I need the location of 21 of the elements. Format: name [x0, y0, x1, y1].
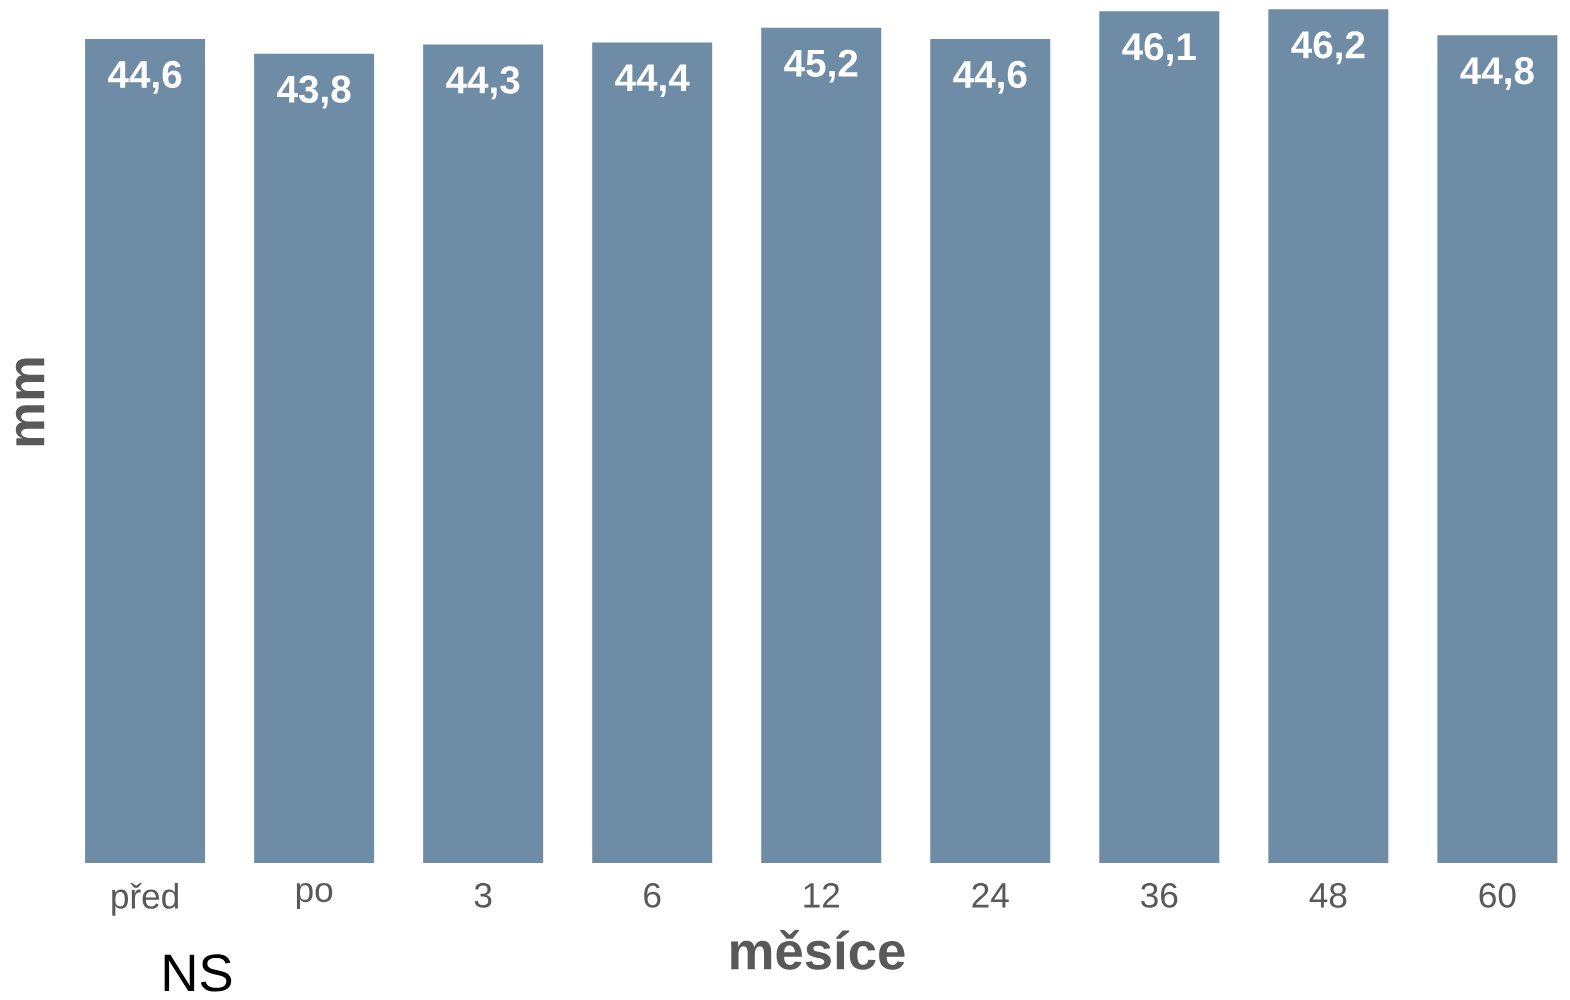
data-label: 44,8: [1460, 57, 1534, 91]
x-tick-label: 6: [644, 882, 661, 908]
data-label: 44,3: [446, 66, 520, 100]
data-label: 46,2: [1291, 31, 1365, 65]
data-label: 43,8: [277, 75, 351, 109]
x-tick-label: 12: [804, 882, 840, 908]
data-label: 44,6: [953, 60, 1027, 94]
y-axis-title: mm: [15, 358, 45, 446]
data-label: 44,4: [615, 64, 690, 98]
x-tick-label: před: [112, 882, 178, 916]
text: NS: [164, 954, 232, 992]
x-tick-label: 48: [1309, 882, 1347, 908]
x-tick-label: 60: [1479, 882, 1516, 908]
x-tick-label: 24: [972, 882, 1009, 908]
x-tick-label: 3: [474, 882, 492, 908]
data-label: 45,2: [784, 49, 858, 83]
x-axis-title: měsíce: [731, 929, 905, 970]
data-label: 46,1: [1122, 33, 1196, 67]
x-tick-label: 36: [1141, 882, 1178, 908]
x-tick-label: po: [296, 882, 333, 910]
data-label: 44,6: [108, 60, 182, 94]
